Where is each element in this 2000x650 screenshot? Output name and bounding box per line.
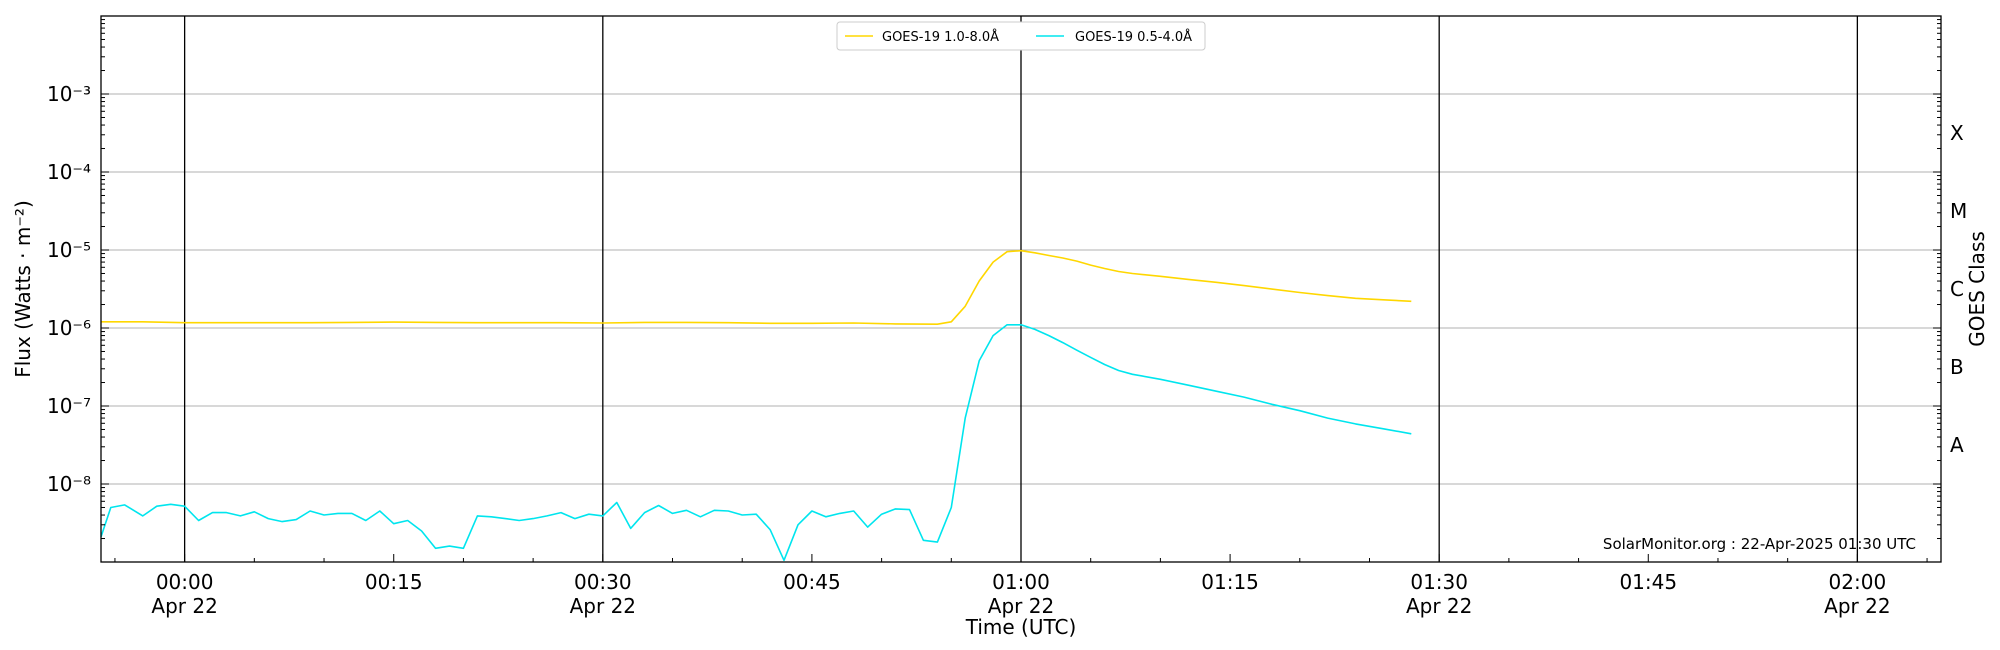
x-tick-label-time: 00:00 xyxy=(156,570,214,594)
y-tick-label: 10⁻⁸ xyxy=(47,472,91,496)
y-tick-label: 10⁻⁴ xyxy=(47,160,91,184)
axis-ticks xyxy=(101,19,1941,563)
legend-label-goes19-short: GOES-19 0.5-4.0Å xyxy=(1075,29,1192,45)
x-tick-label-time: 01:15 xyxy=(1201,570,1259,594)
x-tick-label-time: 00:30 xyxy=(574,570,632,594)
series-line-0 xyxy=(101,249,1412,326)
goes-class-label: B xyxy=(1950,355,1964,379)
y-tick-label: 10⁻³ xyxy=(47,82,91,106)
goes-class-labels: A B C M X xyxy=(1950,121,1967,457)
time-marker-lines xyxy=(183,16,1859,562)
x-tick-label-time: 01:30 xyxy=(1410,570,1468,594)
goes-class-label: C xyxy=(1950,277,1964,301)
x-tick-label-time: 00:15 xyxy=(365,570,423,594)
y-tick-label: 10⁻⁷ xyxy=(47,394,91,418)
x-tick-label-time: 02:00 xyxy=(1829,570,1887,594)
y-axis-title: Flux (Watts · m⁻²) xyxy=(11,200,35,378)
x-tick-label-date: Apr 22 xyxy=(1824,594,1890,618)
legend-label-goes19-long: GOES-19 1.0-8.0Å xyxy=(882,29,999,45)
x-tick-label-date: Apr 22 xyxy=(570,594,636,618)
x-axis-title: Time (UTC) xyxy=(965,615,1077,639)
legend: GOES-19 1.0-8.0Å GOES-19 0.5-4.0Å xyxy=(836,21,1206,51)
x-tick-label-date: Apr 22 xyxy=(1406,594,1472,618)
y-tick-label: 10⁻⁵ xyxy=(47,238,91,262)
x-tick-label-date: Apr 22 xyxy=(988,594,1054,618)
x-tick-label-time: 01:45 xyxy=(1619,570,1677,594)
x-tick-label-time: 01:00 xyxy=(992,570,1050,594)
goes-class-label: M xyxy=(1950,199,1967,223)
x-tick-label-time: 00:45 xyxy=(783,570,841,594)
y-tick-label: 10⁻⁶ xyxy=(47,316,91,340)
goes-class-label: X xyxy=(1950,121,1964,145)
series-line-1 xyxy=(100,323,1412,562)
legend-box xyxy=(836,21,1206,51)
plot-area-frame xyxy=(100,15,1942,563)
y-axis-right-title: GOES Class xyxy=(1965,231,1989,347)
credit-annotation: SolarMonitor.org : 22-Apr-2025 01:30 UTC xyxy=(1603,535,1916,553)
y-tick-labels: 10⁻⁸ 10⁻⁷ 10⁻⁶ 10⁻⁵ 10⁻⁴ 10⁻³ xyxy=(47,82,91,496)
series-lines xyxy=(100,249,1412,562)
goes-class-label: A xyxy=(1950,433,1964,457)
x-tick-label-date: Apr 22 xyxy=(151,594,217,618)
